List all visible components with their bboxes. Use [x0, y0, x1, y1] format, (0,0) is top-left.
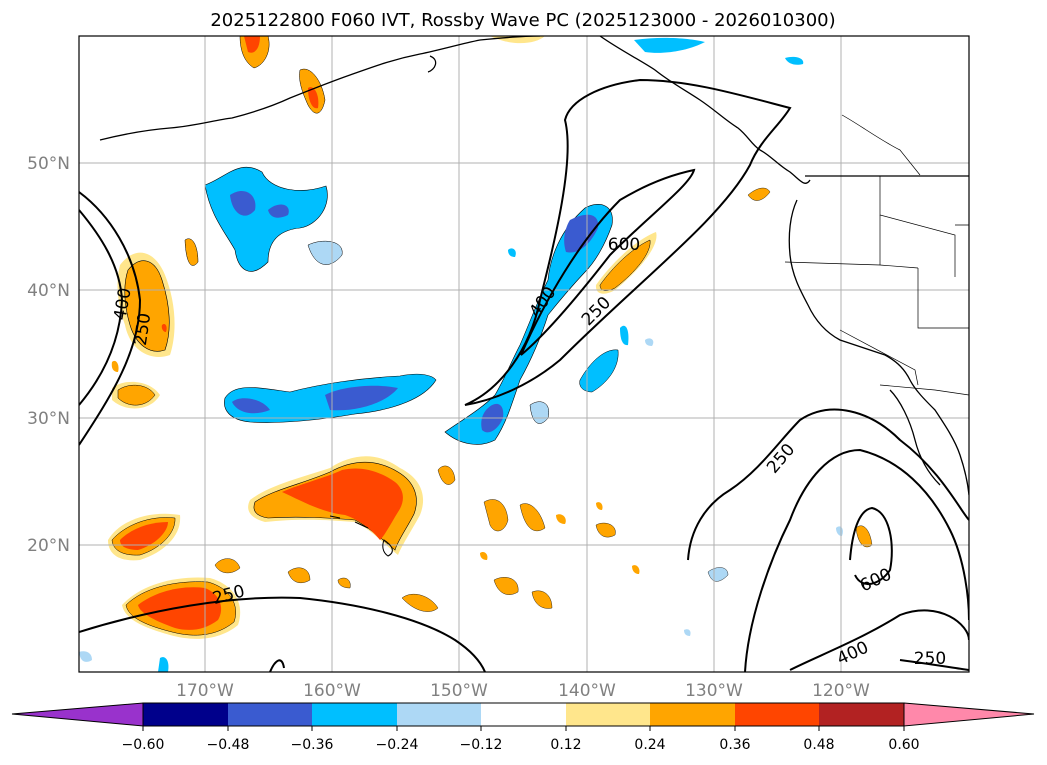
contour-label: 600	[608, 235, 640, 255]
neg-anomaly-region	[620, 325, 629, 346]
neg-anomaly-weak	[707, 567, 729, 582]
neg-anomaly-core	[232, 398, 270, 414]
colorbar-extend-low	[11, 702, 144, 727]
colorbar-tick-label: 0.36	[719, 737, 750, 753]
neg-anomaly-region	[634, 37, 705, 53]
lon-label-140w: 140°W	[558, 681, 616, 701]
lon-label-170w: 170°W	[176, 681, 234, 701]
ivt-contours	[79, 78, 969, 672]
pos-anomaly-region	[287, 567, 311, 584]
lon-label-130w: 130°W	[685, 681, 743, 701]
colorbar-tick-label: −0.24	[376, 737, 419, 753]
pos-anomaly-core	[120, 522, 168, 550]
pos-anomaly-region	[480, 551, 488, 560]
colorbar-tick-label: −0.60	[122, 737, 165, 753]
pos-anomaly-region	[519, 503, 546, 532]
figure-title: 2025122800 F060 IVT, Rossby Wave PC (202…	[210, 10, 835, 31]
pos-anomaly-region	[747, 187, 771, 201]
neg-anomaly-region	[785, 56, 804, 65]
colorbar-tick-label: −0.36	[291, 737, 334, 753]
neg-anomaly-weak	[307, 240, 343, 265]
longitude-labels: 170°W 160°W 150°W 140°W 130°W 120°W	[176, 681, 870, 701]
pos-anomaly-region	[596, 502, 603, 510]
pos-anomaly-region	[483, 499, 509, 532]
graticule	[79, 36, 969, 672]
pos-anomaly-region	[531, 590, 553, 609]
colorbar-tick-label: −0.12	[460, 737, 503, 753]
colorbar-tick-label: 0.24	[634, 737, 665, 753]
colorbar-bin	[735, 703, 819, 726]
neg-anomaly-region	[158, 657, 169, 672]
neg-anomaly-diagonal-band	[444, 204, 613, 445]
neg-anomaly-weak	[645, 338, 654, 346]
colorbar-bin	[566, 703, 650, 726]
contour-label: 250	[914, 649, 946, 669]
pos-anomaly-region	[401, 594, 439, 612]
pos-anomaly-core	[138, 587, 222, 630]
lat-label-50n: 50°N	[27, 154, 70, 174]
lon-label-160w: 160°W	[303, 681, 361, 701]
colorbar-tick-label: −0.48	[207, 737, 250, 753]
lat-label-40n: 40°N	[27, 281, 70, 301]
lat-label-30n: 30°N	[27, 409, 70, 429]
colorbar-tick-label: 0.48	[803, 737, 834, 753]
colorbar-bin	[650, 703, 735, 726]
neg-anomaly-weak	[79, 651, 92, 662]
colorbar-ticks	[142, 726, 905, 731]
lon-label-150w: 150°W	[430, 681, 488, 701]
neg-anomaly-weak	[684, 629, 691, 636]
colorbar-bin	[143, 703, 228, 726]
colorbar-bin	[481, 703, 566, 726]
pos-anomaly-region	[599, 239, 651, 291]
lon-label-120w: 120°W	[812, 681, 870, 701]
pos-anomaly-region	[337, 577, 351, 589]
colorbar-bin	[228, 703, 312, 726]
pos-anomaly-region	[595, 522, 616, 538]
pos-anomaly-region	[493, 577, 519, 595]
ivt-shading	[79, 36, 873, 672]
neg-anomaly-core	[564, 214, 599, 253]
pos-anomaly-core	[161, 323, 167, 332]
map-frame	[78, 35, 970, 673]
map-panel: 400 250 600 400 250 250 250 600 400 250	[78, 35, 970, 673]
pos-anomaly-region	[214, 558, 241, 574]
pos-anomaly-region	[184, 238, 199, 266]
pos-anomaly-core	[244, 36, 260, 53]
colorbar-bin	[819, 703, 904, 726]
colorbar-bin	[312, 703, 397, 726]
contour-label: 250	[131, 312, 155, 347]
lat-label-20n: 20°N	[27, 536, 70, 556]
pos-anomaly-region	[117, 384, 156, 406]
colorbar-bin	[397, 703, 481, 726]
neg-anomaly-region	[579, 349, 619, 393]
pos-anomaly-core	[308, 87, 319, 109]
pos-anomaly-region	[556, 514, 566, 524]
pos-anomaly-core	[282, 468, 403, 540]
pos-anomaly-region	[111, 360, 119, 372]
colorbar-frame	[142, 702, 905, 727]
coastlines	[99, 36, 969, 496]
pos-anomaly-region	[437, 465, 456, 485]
borders	[784, 114, 969, 396]
latitude-labels: 50°N 40°N 30°N 20°N	[27, 154, 70, 556]
colorbar-tick-label: 0.12	[550, 737, 581, 753]
hawaiian-islands	[329, 515, 393, 557]
colorbar-extend-high	[903, 702, 1035, 727]
neg-anomaly-core	[230, 190, 256, 216]
neg-anomaly-core	[268, 204, 289, 218]
pos-anomaly-region	[632, 565, 640, 574]
colorbar-tick-label: 0.60	[888, 737, 919, 753]
colorbar: −0.60 −0.48 −0.36 −0.24 −0.12 0.12 0.24 …	[11, 702, 1035, 753]
neg-anomaly-core	[325, 385, 398, 411]
neg-anomaly-region	[508, 248, 516, 257]
